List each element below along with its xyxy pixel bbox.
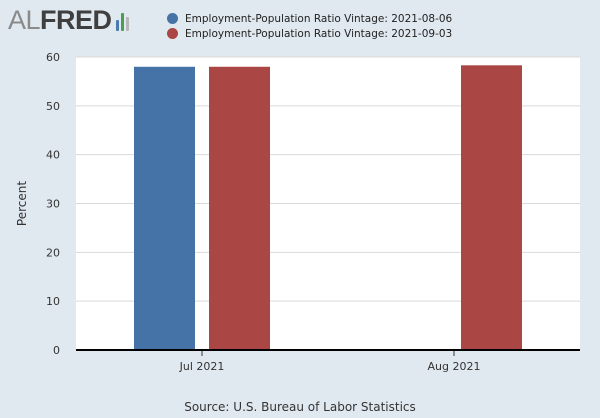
y-tick-label: 20 [46,246,60,259]
y-tick-label: 50 [46,100,60,113]
legend-item[interactable]: Employment-Population Ratio Vintage: 202… [167,26,452,41]
logo-text-al: AL [8,5,41,35]
source-note: Source: U.S. Bureau of Labor Statistics [184,400,416,414]
logo-text-fred: FRED [40,5,112,35]
bar [461,65,522,350]
logo-icon-bar [120,13,124,31]
bar [134,66,195,351]
chart-legend: Employment-Population Ratio Vintage: 202… [167,11,452,41]
logo-icon-bar [125,17,129,31]
bar [209,66,270,351]
x-tick-label: Jul 2021 [179,360,225,373]
legend-label: Employment-Population Ratio Vintage: 202… [185,27,453,40]
alfred-logo: AL FRED [8,6,133,34]
y-tick-label: 40 [46,149,60,162]
legend-marker [167,28,178,39]
y-tick-label: 60 [46,51,60,64]
y-tick-label: 30 [46,198,60,211]
legend-item[interactable]: Employment-Population Ratio Vintage: 202… [167,11,452,26]
logo-icon-bar [115,20,119,31]
logo-chart-icon [115,9,133,31]
x-tick-label: Aug 2021 [428,360,481,373]
y-tick-label: 10 [46,295,60,308]
y-tick-label: 0 [53,344,60,357]
legend-label: Employment-Population Ratio Vintage: 202… [185,12,453,25]
y-axis-label: Percent [15,181,29,226]
legend-marker [167,13,178,24]
